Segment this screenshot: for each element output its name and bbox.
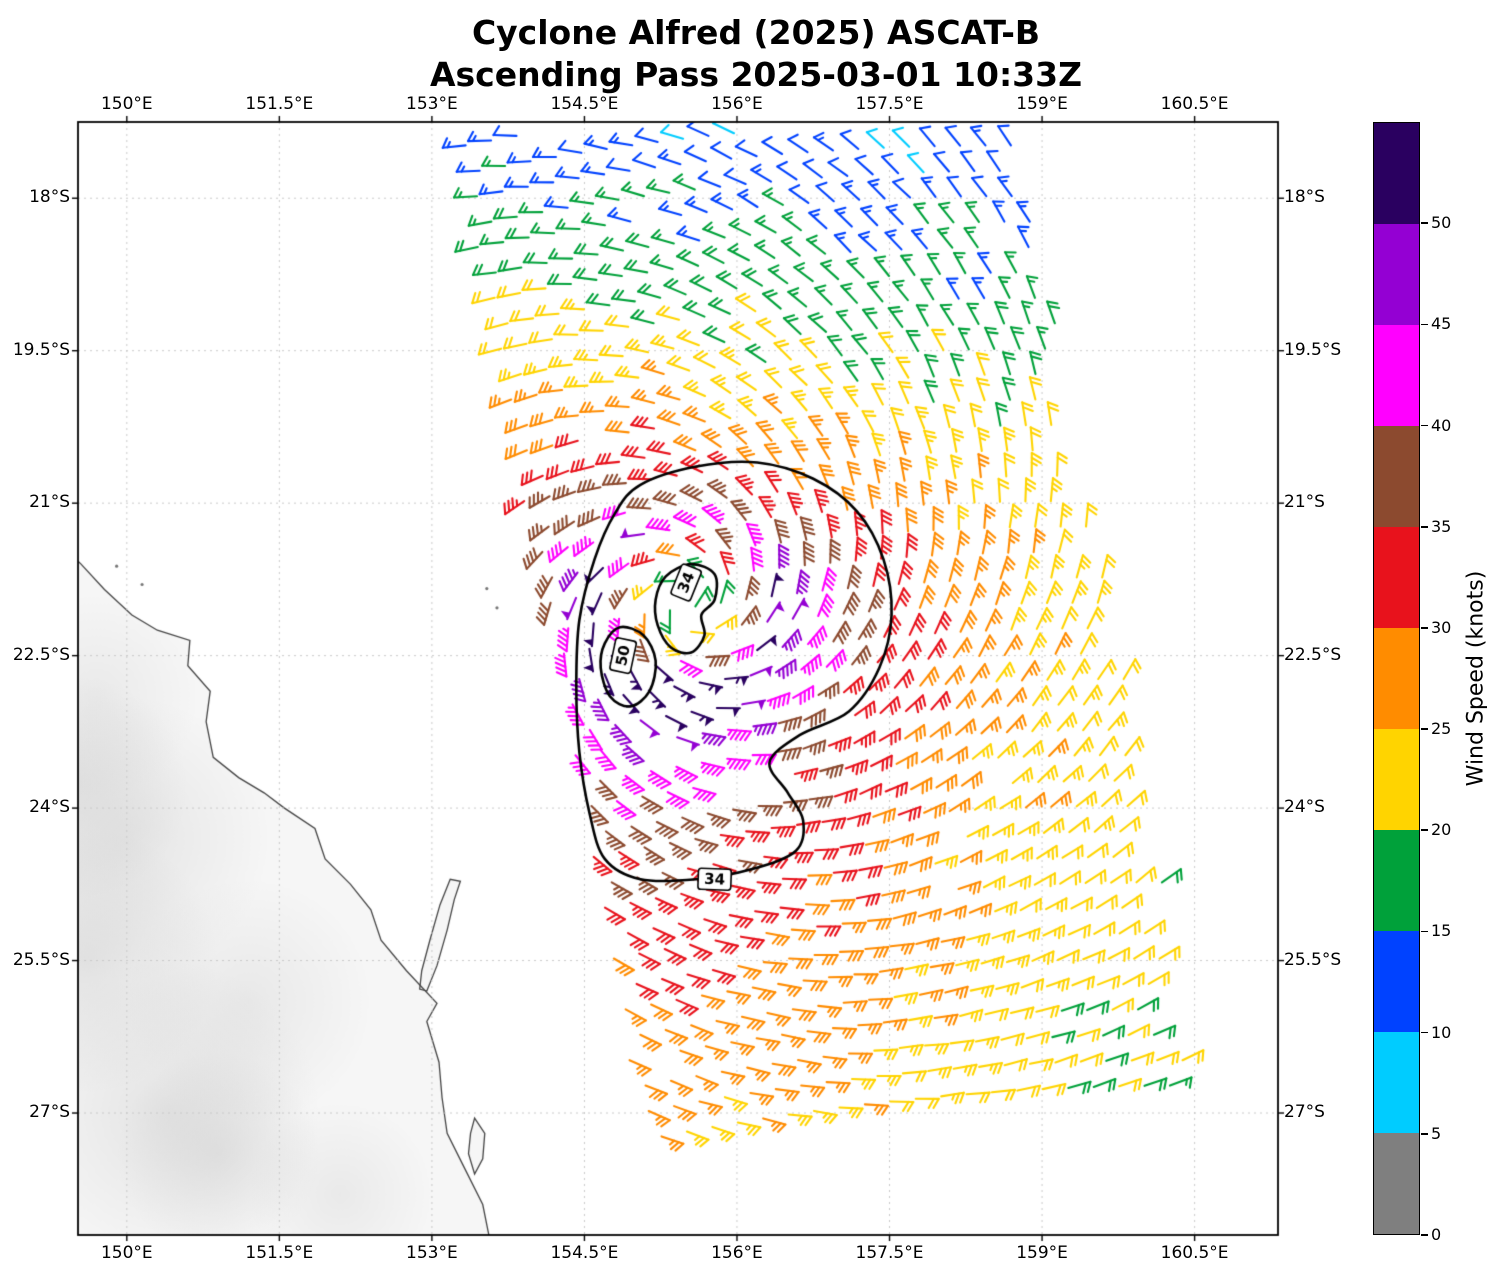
colorbar-segment (1374, 1133, 1419, 1234)
colorbar-tick-label: 10 (1431, 1022, 1452, 1042)
colorbar-tick-label: 20 (1431, 820, 1452, 840)
y-tick-label-right: 22.5°S (1284, 644, 1342, 665)
x-tick-label-top: 156°E (711, 94, 763, 114)
y-tick-label-right: 18°S (1284, 187, 1325, 208)
colorbar-tick-label: 50 (1431, 213, 1452, 233)
x-tick-label-top: 157.5°E (855, 94, 924, 114)
colorbar-tick-label: 15 (1431, 921, 1452, 941)
y-tick-label-left: 27°S (29, 1102, 70, 1123)
y-tick-label-left: 18°S (29, 187, 70, 208)
colorbar-tick-mark (1421, 829, 1428, 832)
colorbar-segment (1374, 224, 1419, 325)
colorbar-segment (1374, 931, 1419, 1032)
y-tick-label-left: 19.5°S (12, 339, 70, 360)
colorbar-label: Wind Speed (knots) (1463, 570, 1489, 787)
colorbar-tick-mark (1421, 323, 1428, 326)
colorbar-segment (1374, 527, 1419, 628)
colorbar-tick-mark (1421, 627, 1428, 629)
colorbar-tick-label: 40 (1431, 415, 1452, 435)
colorbar-tick-mark (1421, 525, 1428, 528)
colorbar-tick-label: 25 (1431, 719, 1452, 739)
y-tick-label-left: 21°S (29, 492, 70, 513)
colorbar-tick-label: 0 (1431, 1225, 1442, 1244)
x-tick-label-top: 153°E (406, 94, 458, 114)
colorbar-segment (1374, 123, 1419, 224)
y-tick-label-left: 25.5°S (12, 949, 70, 970)
chart-title-line1: Cyclone Alfred (2025) ASCAT-B (471, 13, 1041, 52)
chart-title: Cyclone Alfred (2025) ASCAT-B Ascending … (0, 12, 1512, 95)
colorbar-tick-label: 45 (1431, 314, 1452, 334)
colorbar-segment (1374, 830, 1419, 931)
x-tick-label-top: 159°E (1016, 94, 1068, 114)
colorbar-segment (1374, 325, 1419, 426)
x-tick-label-top: 150°E (100, 94, 153, 114)
x-tick-label-top: 151.5°E (245, 94, 314, 114)
y-tick-label-right: 27°S (1284, 1102, 1325, 1123)
colorbar-tick-mark (1421, 930, 1428, 933)
colorbar-tick-mark (1421, 728, 1428, 730)
colorbar-segment (1374, 628, 1419, 729)
x-tick-label-bottom: 160.5°E (1160, 1243, 1229, 1263)
x-tick-label-bottom: 159°E (1016, 1243, 1068, 1263)
colorbar-label-wrap: Wind Speed (knots) (1452, 122, 1500, 1235)
colorbar-tick-label: 5 (1431, 1123, 1442, 1143)
x-tick-label-top: 160.5°E (1160, 94, 1229, 114)
colorbar-segment (1374, 426, 1419, 527)
x-tick-label-bottom: 150°E (100, 1243, 153, 1263)
y-tick-label-right: 25.5°S (1284, 949, 1342, 970)
colorbar-segment (1374, 1032, 1419, 1133)
y-tick-label-left: 24°S (29, 797, 70, 818)
colorbar-tick-mark (1421, 222, 1428, 224)
colorbar-segment (1374, 729, 1419, 830)
colorbar-tick-mark (1421, 1031, 1428, 1034)
colorbar-tick-label: 30 (1431, 617, 1452, 637)
x-tick-label-bottom: 153°E (406, 1243, 458, 1263)
colorbar-tick-mark (1421, 1133, 1428, 1135)
colorbar-tick-mark (1421, 1234, 1428, 1236)
x-tick-label-top: 154.5°E (550, 94, 619, 114)
y-tick-label-right: 24°S (1284, 797, 1325, 818)
colorbar-tick-mark (1421, 424, 1428, 427)
x-tick-label-bottom: 157.5°E (855, 1243, 924, 1263)
y-tick-label-left: 22.5°S (12, 644, 70, 665)
x-tick-label-bottom: 156°E (711, 1243, 763, 1263)
chart-title-line2: Ascending Pass 2025-03-01 10:33Z (429, 54, 1083, 94)
y-tick-label-right: 19.5°S (1284, 339, 1342, 360)
y-tick-label-right: 21°S (1284, 492, 1325, 513)
colorbar-tick-label: 35 (1431, 516, 1452, 536)
x-tick-label-bottom: 154.5°E (550, 1243, 619, 1263)
x-tick-label-bottom: 151.5°E (245, 1243, 314, 1263)
colorbar (1373, 122, 1420, 1235)
